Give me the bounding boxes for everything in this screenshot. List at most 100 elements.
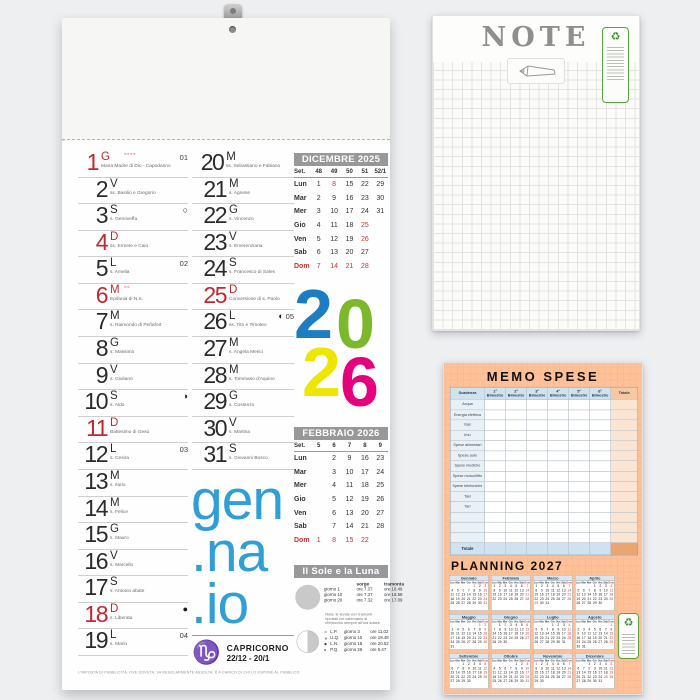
memo-empty-cell (505, 491, 527, 503)
memo-empty-cell (568, 471, 590, 482)
saint-name: Epifania di N.S. (110, 296, 144, 302)
memo-empty-cell (505, 461, 527, 472)
moon-phase-icon: ● (182, 603, 188, 614)
planning-month-name: Dicembre (575, 653, 615, 660)
phase-abbr: U.Q. (330, 635, 340, 641)
weekday-letter: S (110, 204, 118, 217)
memo-empty-cell (484, 440, 506, 451)
day-cell: 22 (360, 536, 369, 544)
planning-month: Giugno Lun Mar Mer Gio Ven Sab Dom 1 2 3 4 5 6 7 8 9 10 11… (491, 614, 531, 650)
moon-phase-icon: ◐ (324, 646, 328, 653)
day-cell: 29 (376, 181, 385, 189)
memo-empty-cell (547, 481, 569, 492)
saint-name: Battesimo di Gesù (110, 429, 150, 435)
planning-week-row: 23 24 25 26 27 28 29 (576, 640, 614, 645)
weekday-letter: V (229, 416, 237, 429)
month-table-row: Ven 5 12 19 26 (294, 232, 388, 246)
memo-empty-cell (526, 440, 548, 451)
weekday-letter: L (110, 443, 117, 456)
planning-month-name: Marzo (533, 575, 573, 582)
day-number: 28 (203, 361, 227, 388)
day-cell: 26 (360, 235, 369, 243)
planning-week-row: 21 22 23 24 25 26 27 (492, 636, 530, 640)
day-number: 12 (84, 441, 108, 468)
weekday-letter: S (229, 443, 237, 456)
memo-empty-cell (547, 420, 569, 431)
planning-week-row: 19 20 21 22 23 24 25 (576, 597, 614, 601)
moon-phase-row: ○ L.P. giorno 3 ore 11.02 (324, 629, 389, 635)
day-cell: 12 (345, 496, 354, 504)
memo-empty-cell (589, 512, 611, 523)
weekday-letter: D (229, 283, 238, 296)
day-cell: 8 (332, 181, 337, 189)
memo-empty-cell (526, 491, 548, 503)
day-cell: 20 (345, 249, 354, 257)
weekday-letter: M (229, 177, 239, 190)
memo-empty-cell (547, 532, 569, 543)
planning-month: Ottobre Lun Mar Mer Gio Ven Sab Dom 1 2 3 4 5 6 7 8 9 10 1… (491, 653, 531, 689)
day-cell: 5 (332, 496, 337, 504)
day-number: 20 (200, 149, 225, 175)
planning-month: Gennaio Lun Mar Mer Gio Ven Sab Dom 1 2 3 4 5 6 7 8 9 10 1… (449, 575, 489, 611)
memo-empty-cell (505, 522, 527, 533)
weekday-label: Ven (294, 235, 307, 243)
weekday-label: Dom (294, 536, 310, 544)
day-cell: 17 (360, 468, 369, 476)
day-number: 30 (203, 414, 227, 441)
memo-row-label: Spese alimentari (450, 440, 485, 451)
memo-empty-cell (505, 450, 527, 462)
memo-empty-cell (526, 399, 548, 410)
planning-week-row: 8 9 10 11 12 13 14 (493, 588, 530, 593)
planning-week-row: 15 16 17 18 19 20 21 (492, 592, 530, 597)
planning-month: Luglio Lun Mar Mer Gio Ven Sab Dom 1 2 3 4 5 6 7 8 9 10 11… (533, 614, 573, 650)
memo-row: Tari (450, 502, 638, 513)
planning-month: Febbraio Lun Mar Mer Gio Ven Sab Dom 1 2 3 4 5 6 7 8 9 10… (491, 575, 531, 611)
month-table-row: Sab 7 14 21 28 (294, 520, 388, 534)
memo-empty-cell (484, 409, 506, 421)
sun-moon-content: sorge tramonta giorno 1 ore 7.37 ore 16.49 gi… (294, 581, 404, 653)
calendar-body: 1 G Maria Madre di Dio - Capodanno ◦◦◦◦ 01 2 V… (62, 141, 404, 690)
weekday-label: Lun (294, 455, 307, 463)
zodiac-block: ♑ CAPRICORNO 22/12 - 20/1 (192, 635, 294, 664)
planning-week-row: 22 23 24 25 26 27 28 (534, 597, 572, 601)
weekday-letter: V (110, 363, 118, 376)
planning-week-row: 17 18 19 20 21 22 23 (450, 636, 488, 640)
planning-weekday-row: Lun Mar Mer Gio Ven Sab Dom (534, 620, 573, 623)
day-number: 10 (84, 388, 108, 415)
weekday-letter: D (110, 230, 119, 243)
memo-empty-cell (568, 532, 590, 543)
memo-empty-cell (484, 461, 506, 472)
memo-header-cell: 4° Bimestre (547, 387, 569, 400)
month-table-row: Lun 2 9 16 23 (294, 452, 388, 466)
mini-month-table-december: DICEMBRE 2025 Set. 48 49 50 51 52/1 Lun 1 8 15 22 29… (294, 153, 388, 273)
day-cell: 16 (345, 194, 354, 202)
weekday-label: Gio (294, 222, 306, 230)
planning-week-row: 20 21 22 23 24 25 26 (576, 675, 614, 679)
memo-empty-cell (505, 440, 527, 451)
moon-phase-row: ● L.N. giorno 18 ore 20.52 (324, 641, 389, 647)
day-number: 31 (203, 441, 227, 468)
memo-header-row: Scadenza 1° Bimestre 2° Bimestre 3° Bimestr… (450, 387, 638, 400)
day-cell: 14 (330, 262, 338, 270)
memo-header-cell: Scadenza (450, 387, 485, 400)
planning-month-name: Febbraio (491, 575, 531, 582)
day-row: 1 G Maria Madre di Dio - Capodanno ◦◦◦◦ 01 (78, 151, 188, 178)
planning-week-row: 18 19 20 21 22 23 24 (492, 675, 530, 679)
memo-empty-cell (568, 399, 590, 410)
memo-row: Spese mediche (450, 461, 638, 472)
week-number: 04 (179, 631, 188, 641)
memo-header-cell: 1° Bimestre (484, 387, 506, 400)
day-number: 14 (84, 494, 108, 521)
planning-week-row: 7 8 9 10 11 12 13 (493, 627, 530, 632)
month-syllable: .io (191, 572, 249, 636)
planning-month: Agosto Lun Mar Mer Gio Ven Sab Dom 1 2 3 4 5 6 7 8 9 10 11… (575, 614, 615, 650)
memo-planning-sheet: MEMO SPESE Scadenza 1° Bimestre 2° Bimestr… (443, 362, 643, 695)
day-number: 16 (84, 547, 108, 574)
